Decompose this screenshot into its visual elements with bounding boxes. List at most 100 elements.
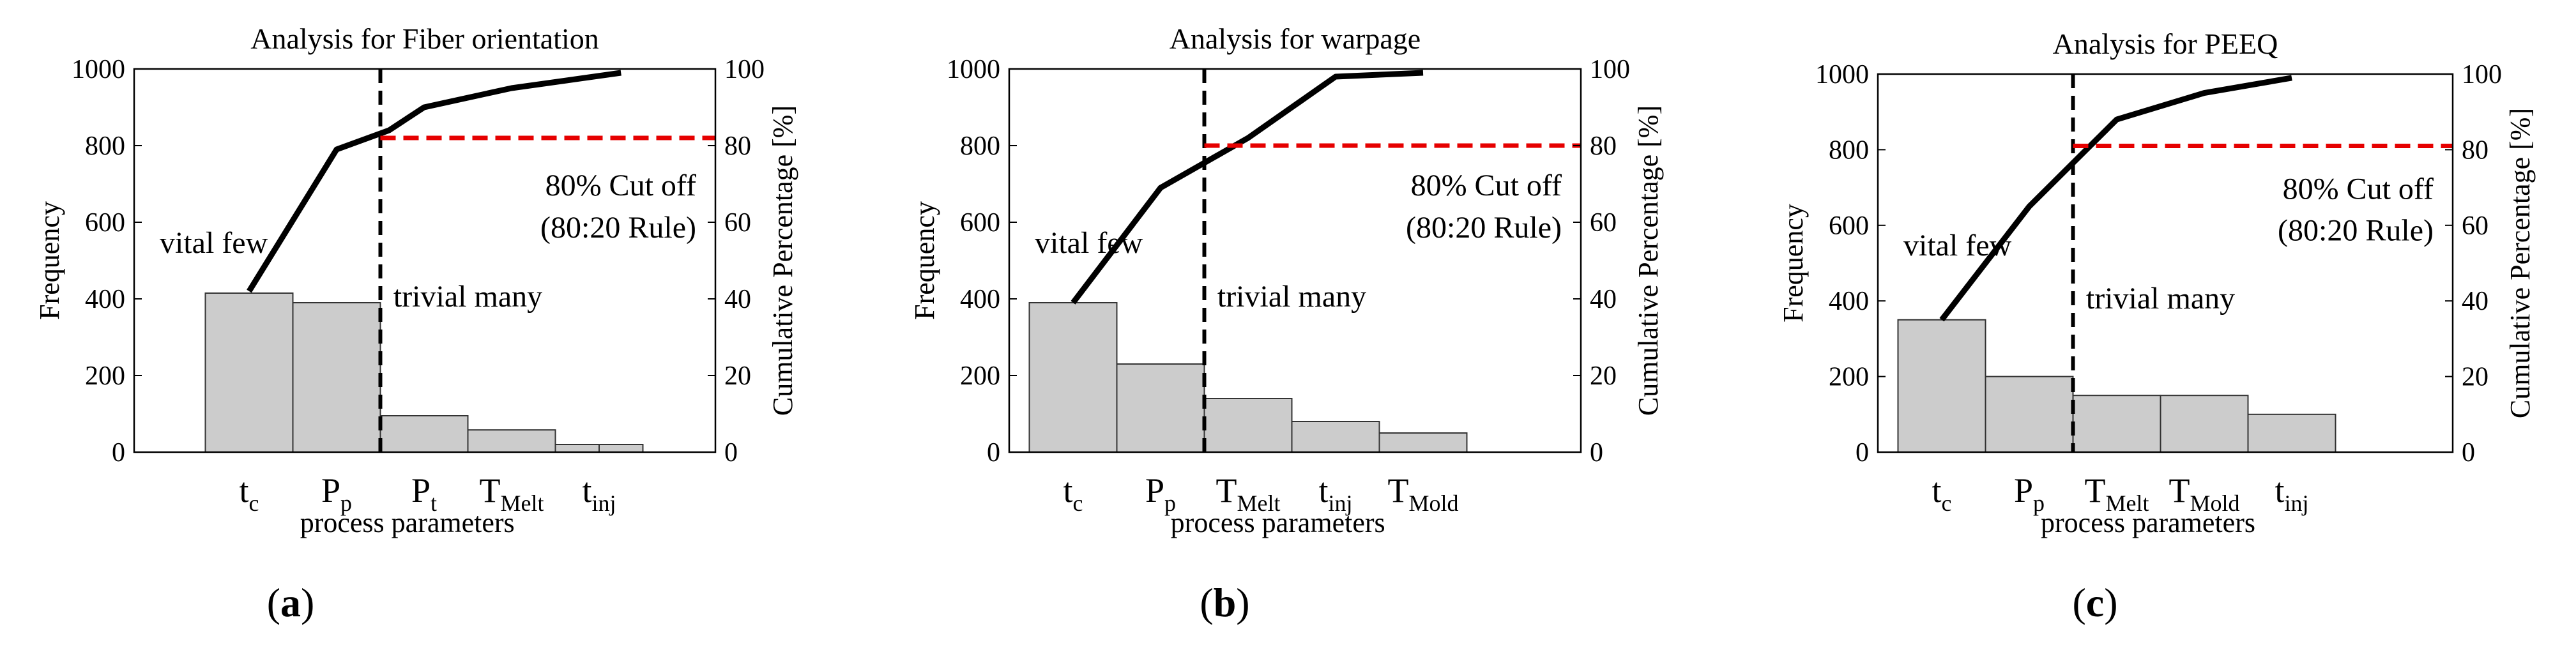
category-label: tc xyxy=(1063,471,1083,516)
y2-axis-label: Cumulative Percentage [%] xyxy=(2504,108,2536,418)
category-main: T xyxy=(2085,471,2106,510)
y-tick-label: 200 xyxy=(960,361,1000,391)
category-label: Pp xyxy=(321,471,352,516)
bar xyxy=(2072,395,2161,453)
panel-close: ) xyxy=(1236,580,1249,625)
category-label: Pt xyxy=(411,471,437,516)
annotation-rule: (80:20 Rule) xyxy=(1406,211,1562,245)
bar xyxy=(1897,319,1986,453)
category-main: T xyxy=(1387,471,1408,510)
category-main: t xyxy=(582,471,591,510)
cumulative-line xyxy=(247,70,621,293)
y-tick-label: 200 xyxy=(1829,363,1869,392)
chart-panel-a: Analysis for Fiber orientation0200400600… xyxy=(34,22,798,625)
y-tick-label: 1000 xyxy=(947,55,1000,84)
bar xyxy=(1028,302,1118,453)
category-label: tinj xyxy=(582,471,616,516)
category-label: TMelt xyxy=(2085,471,2149,516)
y-axis-label: Frequency xyxy=(1778,204,1809,322)
plot-frame xyxy=(1008,68,1582,453)
y-tick-label: 400 xyxy=(85,285,125,314)
panel-letter: c xyxy=(2086,580,2104,625)
panel-close: ) xyxy=(301,580,314,625)
y2-axis-label: Cumulative Percentage [%] xyxy=(767,105,798,416)
panel-close: ) xyxy=(2104,580,2117,625)
x-axis-label: process parameters xyxy=(300,507,515,538)
annotation-rule: (80:20 Rule) xyxy=(2278,213,2434,247)
panel-label: (c) xyxy=(2072,580,2117,625)
category-main: T xyxy=(1216,471,1237,510)
category-sub: Mold xyxy=(2190,490,2239,516)
category-label: TMold xyxy=(1387,471,1458,516)
x-axis-label: process parameters xyxy=(1171,507,1385,538)
category-main: t xyxy=(1318,471,1328,510)
bar xyxy=(292,302,381,453)
y2-tick-label: 40 xyxy=(1590,285,1617,314)
category-main: t xyxy=(1932,471,1942,510)
category-label: tinj xyxy=(1318,471,1352,516)
bar xyxy=(1291,421,1380,453)
cumulative-line xyxy=(1939,75,2292,322)
bar xyxy=(1985,376,2074,453)
y-tick-label: 1000 xyxy=(1815,60,1869,89)
annotation-rule: (80:20 Rule) xyxy=(540,211,696,245)
category-sub: c xyxy=(1073,490,1083,516)
y-axis-label: Frequency xyxy=(34,201,65,320)
panel-letter: b xyxy=(1214,580,1237,625)
category-sub: inj xyxy=(2285,490,2309,516)
category-sub: t xyxy=(431,490,437,516)
bar xyxy=(1378,432,1468,453)
bar xyxy=(1116,363,1205,453)
annotation-vital-few: vital few xyxy=(1903,229,2012,262)
annotation-cutoff: 80% Cut off xyxy=(545,169,696,202)
chart-title: Analysis for warpage xyxy=(1170,22,1421,55)
y-tick-label: 600 xyxy=(1829,211,1869,241)
category-main: P xyxy=(2014,471,2033,510)
y-tick-label: 0 xyxy=(987,438,1000,467)
chart-panel-c: Analysis for PEEQ 0 200 400 600 800 1000 0 20 40 6… xyxy=(1778,27,2536,625)
annotation-vital-few: vital few xyxy=(1035,226,1143,260)
y-tick-label: 400 xyxy=(1829,287,1869,316)
y-axis-label: Frequency xyxy=(909,201,940,320)
annotation-trivial-many: trivial many xyxy=(2086,282,2235,315)
y-tick-label: 1000 xyxy=(72,55,125,84)
category-sub: p xyxy=(1164,490,1176,516)
category-main: P xyxy=(1145,471,1164,510)
annotation-trivial-many: trivial many xyxy=(393,280,542,314)
cumulative-line xyxy=(1071,70,1424,305)
y2-tick-label: 80 xyxy=(724,132,751,161)
category-label: TMelt xyxy=(480,471,544,516)
annotation-vital-few: vital few xyxy=(160,226,268,260)
category-sub: Mold xyxy=(1408,490,1458,516)
category-main: P xyxy=(411,471,431,510)
panel-open: ( xyxy=(267,580,280,625)
chart-panel-b: Analysis for warpage 0 200 400 600 800 1000 0 20… xyxy=(909,22,1664,625)
annotation-cutoff: 80% Cut off xyxy=(1411,169,1562,202)
annotation-trivial-many: trivial many xyxy=(1217,280,1366,314)
y-tick-label: 800 xyxy=(1829,135,1869,165)
plot-frame xyxy=(133,68,717,453)
y-tick-label: 0 xyxy=(112,438,125,467)
y-tick-label: 600 xyxy=(960,208,1000,238)
category-sub: c xyxy=(1942,490,1952,516)
y2-tick-label: 100 xyxy=(724,55,765,84)
category-label: Pp xyxy=(1145,471,1176,516)
category-sub: Melt xyxy=(2106,490,2149,516)
bar xyxy=(554,444,600,453)
category-main: t xyxy=(1063,471,1073,510)
y2-tick-label: 80 xyxy=(2462,135,2488,165)
y-tick-label: 800 xyxy=(85,132,125,161)
y2-tick-label: 0 xyxy=(1590,438,1603,467)
y2-tick-label: 20 xyxy=(1590,361,1617,391)
bar xyxy=(2160,395,2249,453)
panel-label: (a) xyxy=(267,580,315,625)
category-label: TMelt xyxy=(1216,471,1281,516)
y-tick-label: 800 xyxy=(960,132,1000,161)
category-sub: Melt xyxy=(1237,490,1281,516)
y2-tick-label: 20 xyxy=(724,361,751,391)
category-main: t xyxy=(2275,471,2284,510)
category-main: T xyxy=(2168,471,2190,510)
panel-open: ( xyxy=(1200,580,1213,625)
panel-letter: a xyxy=(280,580,301,625)
y-tick-label: 400 xyxy=(960,285,1000,314)
